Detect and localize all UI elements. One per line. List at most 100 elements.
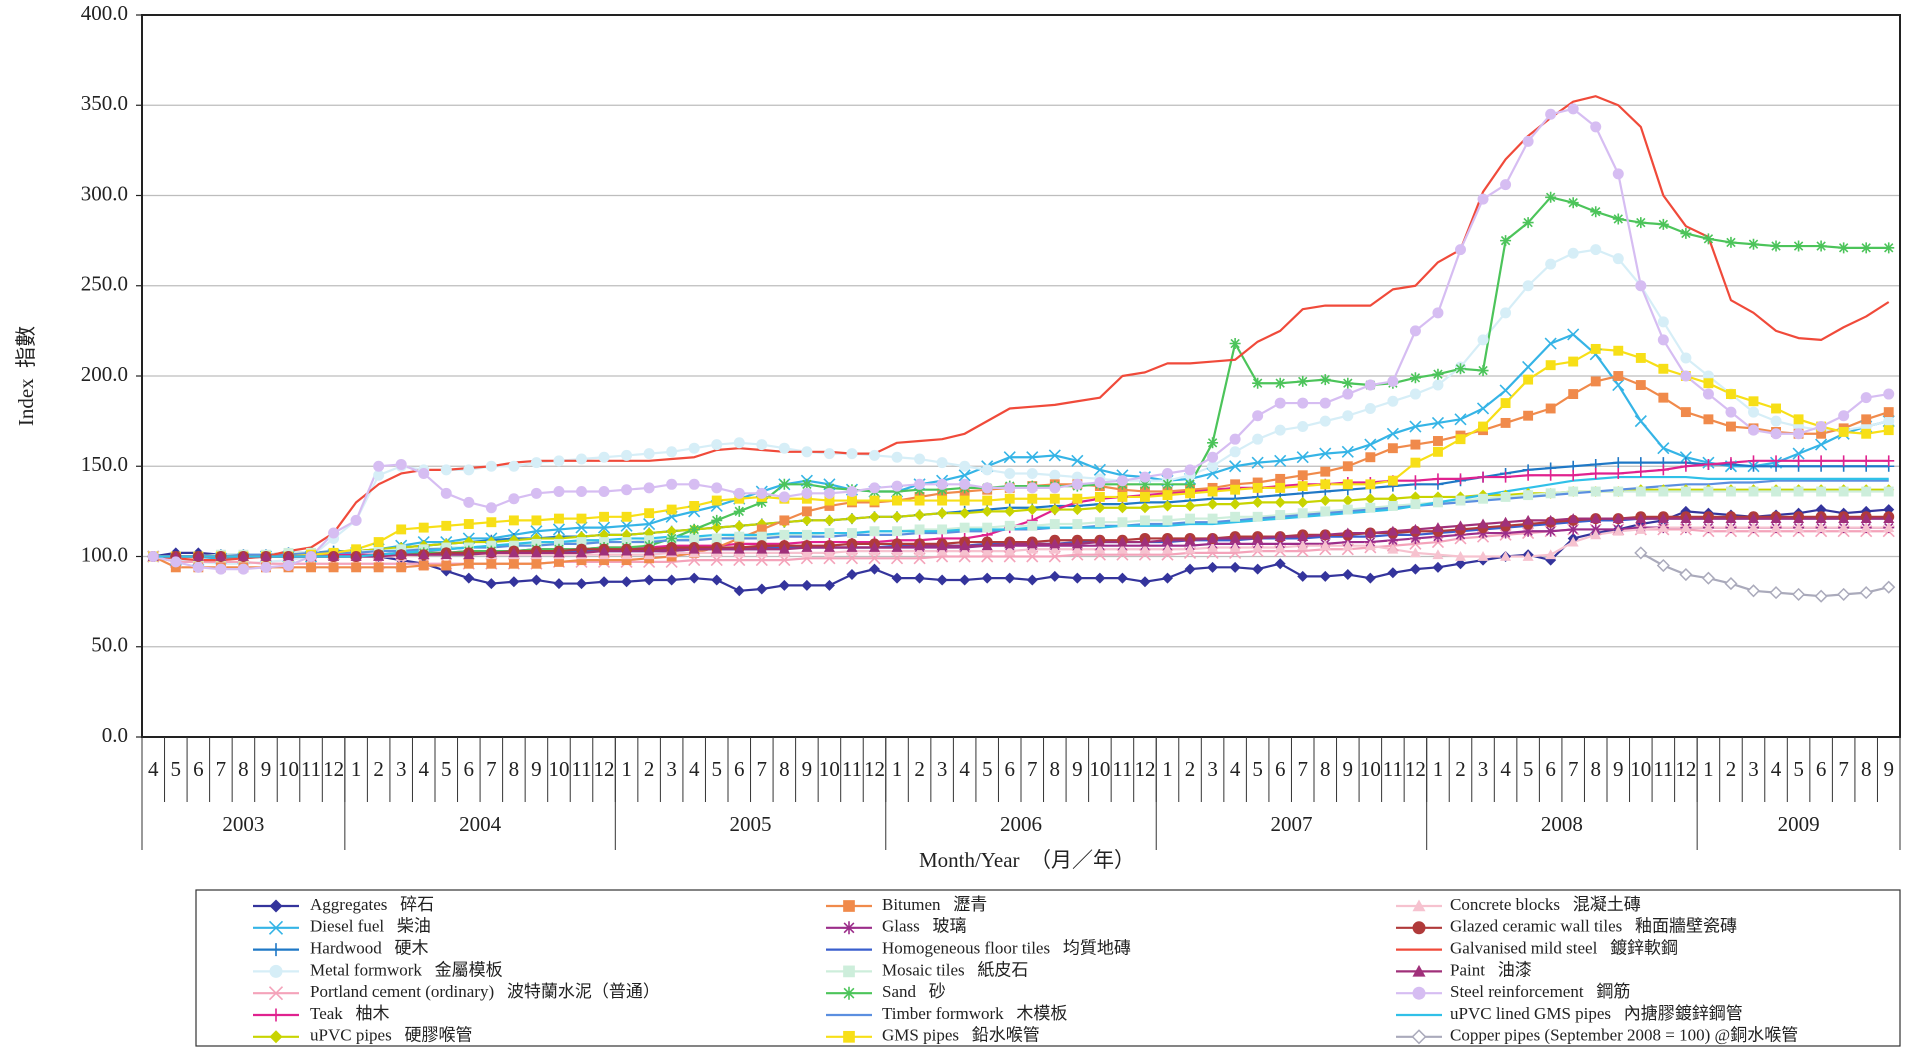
marker bbox=[554, 556, 564, 567]
marker bbox=[1658, 486, 1669, 497]
marker bbox=[1140, 491, 1150, 502]
marker bbox=[756, 496, 768, 508]
marker bbox=[1207, 541, 1219, 552]
marker bbox=[1364, 438, 1377, 451]
legend-label: Homogeneous floor tiles 均質地磚 bbox=[882, 939, 1131, 958]
marker bbox=[1793, 240, 1805, 252]
marker bbox=[643, 448, 655, 460]
x-tick-label: 10 bbox=[548, 757, 569, 781]
marker bbox=[666, 545, 678, 556]
marker bbox=[1657, 513, 1669, 523]
x-tick-label: 4 bbox=[1771, 757, 1782, 781]
marker bbox=[485, 547, 497, 558]
marker bbox=[1635, 513, 1647, 523]
marker bbox=[553, 486, 565, 498]
marker bbox=[351, 562, 362, 573]
marker bbox=[1185, 513, 1195, 524]
marker bbox=[1049, 493, 1060, 504]
marker bbox=[1409, 547, 1421, 558]
x-tick-label: 12 bbox=[1134, 757, 1155, 781]
marker bbox=[1523, 374, 1534, 385]
marker bbox=[847, 495, 857, 506]
marker bbox=[1004, 505, 1016, 517]
marker bbox=[1793, 428, 1805, 440]
marker bbox=[1567, 469, 1579, 481]
marker bbox=[1229, 498, 1241, 510]
marker bbox=[1409, 325, 1421, 337]
marker bbox=[1297, 470, 1308, 481]
marker bbox=[1522, 469, 1534, 481]
marker bbox=[1364, 402, 1376, 414]
marker bbox=[1612, 457, 1624, 469]
x-tick-label: 12 bbox=[864, 757, 885, 781]
marker bbox=[1410, 439, 1421, 450]
marker bbox=[959, 495, 970, 506]
marker bbox=[1184, 563, 1196, 575]
marker bbox=[869, 511, 880, 523]
marker bbox=[530, 525, 543, 538]
marker bbox=[1433, 446, 1443, 457]
marker bbox=[1162, 500, 1173, 512]
marker bbox=[1657, 442, 1670, 455]
marker bbox=[486, 517, 497, 528]
marker bbox=[1207, 532, 1219, 543]
marker bbox=[1387, 534, 1399, 546]
y-tick-label: 400.0 bbox=[81, 1, 128, 25]
marker bbox=[982, 495, 993, 506]
marker bbox=[936, 574, 948, 586]
marker bbox=[1049, 538, 1061, 549]
legend-marker bbox=[1412, 921, 1426, 935]
marker bbox=[1139, 471, 1151, 483]
x-tick-label: 11 bbox=[1383, 757, 1403, 781]
marker bbox=[1680, 513, 1692, 523]
marker bbox=[958, 469, 971, 482]
legend-marker bbox=[1411, 1029, 1427, 1045]
marker bbox=[350, 514, 362, 526]
marker bbox=[485, 460, 497, 472]
legend-label: Metal formwork 金屬模板 bbox=[310, 960, 503, 979]
marker bbox=[1387, 501, 1398, 511]
marker bbox=[914, 509, 926, 521]
marker bbox=[1094, 491, 1105, 502]
marker bbox=[1590, 376, 1601, 387]
legend-item: Galvanised mild steel 鍍鋅軟鋼 bbox=[1396, 938, 1678, 958]
marker bbox=[1771, 486, 1781, 497]
marker bbox=[283, 560, 294, 572]
marker bbox=[1816, 486, 1827, 497]
marker bbox=[711, 439, 723, 451]
marker bbox=[1274, 424, 1286, 436]
marker bbox=[1364, 527, 1376, 538]
marker bbox=[1207, 561, 1219, 573]
marker bbox=[1883, 425, 1894, 436]
marker bbox=[1116, 572, 1128, 584]
marker bbox=[688, 543, 700, 554]
marker bbox=[1748, 486, 1759, 497]
marker bbox=[1252, 496, 1264, 508]
marker bbox=[1207, 486, 1218, 497]
marker bbox=[643, 574, 655, 586]
marker bbox=[1680, 370, 1692, 382]
marker bbox=[1522, 217, 1534, 229]
marker bbox=[1116, 536, 1128, 547]
marker bbox=[1724, 577, 1738, 591]
marker bbox=[530, 574, 542, 586]
marker bbox=[1432, 473, 1444, 485]
marker bbox=[1568, 356, 1579, 367]
marker bbox=[734, 531, 745, 542]
marker bbox=[1612, 253, 1624, 265]
marker bbox=[1455, 434, 1466, 445]
marker bbox=[1680, 486, 1691, 497]
marker bbox=[1342, 388, 1354, 400]
series-line bbox=[153, 333, 1889, 562]
marker bbox=[1703, 378, 1714, 389]
marker bbox=[1838, 513, 1850, 523]
marker bbox=[1769, 586, 1783, 600]
marker bbox=[711, 482, 723, 494]
x-tick-label: 5 bbox=[1793, 757, 1804, 781]
marker bbox=[1590, 486, 1601, 497]
marker bbox=[598, 545, 610, 556]
marker bbox=[733, 505, 745, 517]
legend-label: uPVC pipes 硬膠喉管 bbox=[310, 1026, 472, 1045]
marker bbox=[1252, 541, 1264, 552]
marker bbox=[328, 562, 339, 573]
